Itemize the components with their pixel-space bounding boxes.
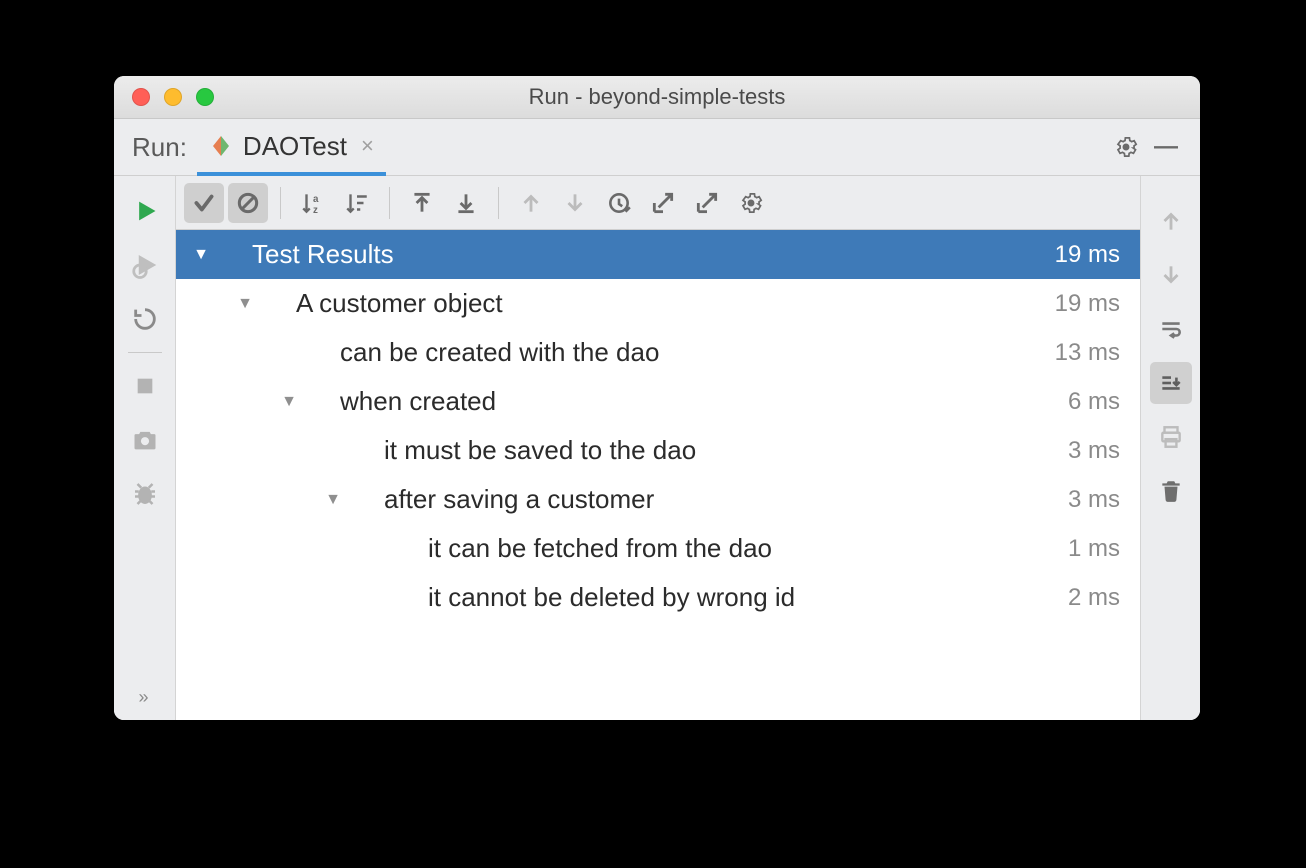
test-settings-icon[interactable]: [731, 183, 771, 223]
next-failed-icon[interactable]: [555, 183, 595, 223]
node-label: it cannot be deleted by wrong id: [428, 582, 795, 613]
tab-close-icon[interactable]: ×: [361, 133, 374, 159]
show-passed-button[interactable]: [184, 183, 224, 223]
test-node[interactable]: it must be saved to the dao 3 ms: [176, 426, 1140, 475]
expand-toggle-icon[interactable]: [190, 246, 212, 264]
test-node[interactable]: it cannot be deleted by wrong id 2 ms: [176, 573, 1140, 622]
test-history-icon[interactable]: [599, 183, 639, 223]
node-time: 19 ms: [1055, 290, 1120, 318]
node-label: after saving a customer: [384, 484, 654, 515]
test-panel: az: [176, 176, 1140, 720]
window-minimize-button[interactable]: [164, 88, 182, 106]
print-icon[interactable]: [1150, 416, 1192, 458]
prev-failed-icon[interactable]: [511, 183, 551, 223]
node-time: 1 ms: [1068, 535, 1120, 563]
run-config-icon: [209, 134, 233, 158]
expand-toggle-icon[interactable]: [322, 491, 344, 509]
pass-icon: [346, 437, 374, 465]
import-tests-icon[interactable]: [643, 183, 683, 223]
pass-icon: [258, 290, 286, 318]
window-controls: [132, 88, 214, 106]
node-label: it must be saved to the dao: [384, 435, 696, 466]
test-toolbar: az: [176, 176, 1140, 230]
titlebar: Run - beyond-simple-tests: [114, 76, 1200, 119]
console-right-toolbar: [1140, 176, 1200, 720]
expand-toggle-icon[interactable]: [278, 393, 300, 411]
tab-label: DAOTest: [243, 131, 347, 162]
scroll-up-icon[interactable]: [1150, 200, 1192, 242]
pass-icon: [302, 388, 330, 416]
node-label: Test Results: [252, 239, 394, 270]
hide-tool-window-icon[interactable]: —: [1146, 127, 1186, 167]
test-node[interactable]: A customer object 19 ms: [176, 279, 1140, 328]
node-label: it can be fetched from the dao: [428, 533, 772, 564]
pass-icon: [390, 584, 418, 612]
window-title: Run - beyond-simple-tests: [114, 84, 1200, 110]
content: » az: [114, 176, 1200, 720]
node-time: 13 ms: [1055, 339, 1120, 367]
node-time: 3 ms: [1068, 486, 1120, 514]
pass-icon: [214, 241, 242, 269]
expand-toggle-icon[interactable]: [234, 295, 256, 313]
sort-duration-button[interactable]: [337, 183, 377, 223]
pass-icon: [346, 486, 374, 514]
node-time: 19 ms: [1055, 241, 1120, 269]
rerun-button[interactable]: [124, 190, 166, 232]
tab-daotest[interactable]: DAOTest ×: [197, 120, 386, 176]
pass-icon: [390, 535, 418, 563]
pass-icon: [302, 339, 330, 367]
node-time: 6 ms: [1068, 388, 1120, 416]
run-left-toolbar: »: [114, 176, 176, 720]
test-tree[interactable]: Test Results 19 ms A customer object 19 m…: [176, 230, 1140, 720]
stop-button[interactable]: [124, 365, 166, 407]
svg-text:z: z: [313, 204, 318, 215]
scroll-down-icon[interactable]: [1150, 254, 1192, 296]
node-time: 3 ms: [1068, 437, 1120, 465]
export-tests-icon[interactable]: [687, 183, 727, 223]
show-ignored-button[interactable]: [228, 183, 268, 223]
rerun-failed-button[interactable]: [124, 298, 166, 340]
debug-icon[interactable]: [124, 473, 166, 515]
expand-all-button[interactable]: [402, 183, 442, 223]
sort-alpha-button[interactable]: az: [293, 183, 333, 223]
soft-wrap-icon[interactable]: [1150, 308, 1192, 350]
more-actions-icon[interactable]: »: [138, 687, 150, 708]
collapse-all-button[interactable]: [446, 183, 486, 223]
test-node[interactable]: can be created with the dao 13 ms: [176, 328, 1140, 377]
settings-icon[interactable]: [1106, 127, 1146, 167]
window-close-button[interactable]: [132, 88, 150, 106]
clear-all-icon[interactable]: [1150, 470, 1192, 512]
dump-threads-icon[interactable]: [124, 419, 166, 461]
run-tool-window: Run - beyond-simple-tests Run: DAOTest ×…: [114, 76, 1200, 720]
node-label: when created: [340, 386, 496, 417]
node-label: A customer object: [296, 288, 503, 319]
test-root[interactable]: Test Results 19 ms: [176, 230, 1140, 279]
test-node[interactable]: when created 6 ms: [176, 377, 1140, 426]
scroll-to-end-icon[interactable]: [1150, 362, 1192, 404]
svg-text:a: a: [313, 193, 319, 204]
window-zoom-button[interactable]: [196, 88, 214, 106]
test-node[interactable]: it can be fetched from the dao 1 ms: [176, 524, 1140, 573]
test-node[interactable]: after saving a customer 3 ms: [176, 475, 1140, 524]
node-label: can be created with the dao: [340, 337, 659, 368]
tab-row: Run: DAOTest × —: [114, 119, 1200, 176]
run-label: Run:: [128, 132, 197, 163]
toggle-auto-test-button[interactable]: [124, 244, 166, 286]
node-time: 2 ms: [1068, 584, 1120, 612]
